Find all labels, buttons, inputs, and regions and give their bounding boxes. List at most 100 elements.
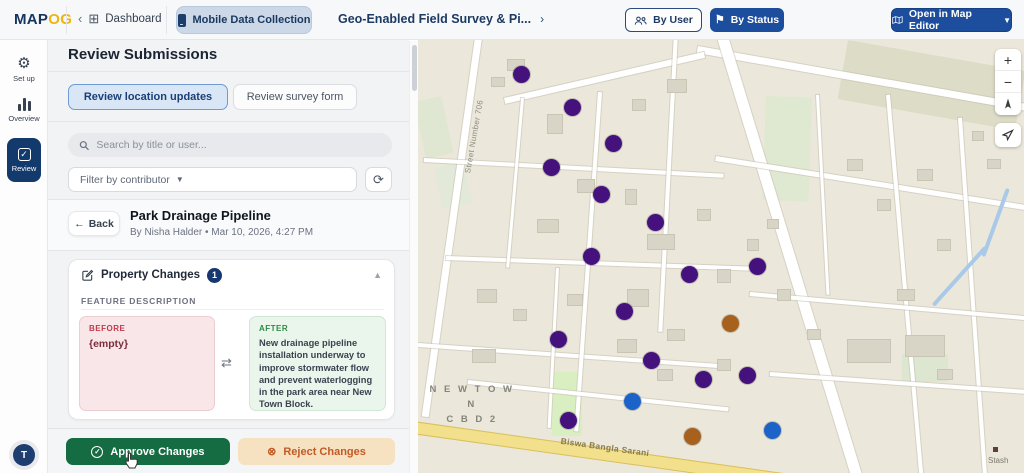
search-input[interactable] bbox=[96, 139, 381, 151]
reject-label: Reject Changes bbox=[283, 445, 366, 458]
feature-description-label: FEATURE DESCRIPTION bbox=[81, 296, 197, 306]
compass-needle-icon bbox=[1005, 98, 1011, 109]
map-road bbox=[769, 372, 1024, 395]
avatar-initial: T bbox=[13, 444, 35, 466]
sidebar-item-setup[interactable]: ⚙ Set up bbox=[0, 56, 48, 83]
map-road bbox=[886, 94, 924, 473]
approve-label: Approve Changes bbox=[110, 445, 205, 458]
chevron-right-icon: › bbox=[540, 12, 545, 26]
search-box[interactable] bbox=[68, 133, 392, 157]
x-circle-icon: ⊗ bbox=[267, 446, 277, 458]
map-building bbox=[748, 240, 758, 250]
locate-button[interactable] bbox=[995, 123, 1021, 147]
map-road bbox=[467, 380, 729, 412]
map-building bbox=[508, 60, 524, 70]
back-label: Back bbox=[88, 217, 114, 230]
top-header: MAPOG ‹ ⊞ Dashboard Mobile Data Collecti… bbox=[0, 0, 1024, 40]
left-nav-rail: ⚙ Set up Overview ✓ Review T bbox=[0, 40, 48, 473]
map-marker-purple[interactable] bbox=[694, 370, 712, 388]
map-building bbox=[548, 115, 562, 133]
refresh-icon: ⟳ bbox=[373, 171, 384, 187]
map-marker-purple[interactable] bbox=[604, 134, 622, 152]
scrollbar-thumb[interactable] bbox=[411, 45, 417, 91]
map-building bbox=[938, 240, 950, 250]
map-canvas[interactable]: Street Number 706 N E W T O W N C B D 2 … bbox=[418, 40, 1024, 473]
map-marker-purple[interactable] bbox=[542, 158, 560, 176]
map-building bbox=[898, 290, 914, 300]
open-in-map-editor-button[interactable]: Open in Map Editor ▼ bbox=[891, 8, 1012, 32]
back-arrow-icon: ← bbox=[74, 217, 85, 230]
map-building bbox=[698, 210, 710, 220]
back-button[interactable]: ← Back bbox=[68, 211, 120, 236]
map-road bbox=[816, 94, 830, 295]
map-marker-orange[interactable] bbox=[683, 427, 701, 445]
page-title: Review Submissions bbox=[68, 46, 218, 63]
approve-changes-button[interactable]: ✓ Approve Changes bbox=[66, 438, 230, 465]
map-marker-blue[interactable] bbox=[763, 421, 781, 439]
map-building bbox=[718, 270, 730, 282]
map-road bbox=[506, 98, 524, 268]
check-circle-icon: ✓ bbox=[91, 445, 104, 458]
map-marker-purple[interactable] bbox=[512, 65, 530, 83]
zoom-out-button[interactable]: − bbox=[995, 71, 1021, 93]
flag-icon: ⚑ bbox=[714, 13, 725, 26]
map-building bbox=[514, 310, 526, 320]
map-building bbox=[778, 290, 790, 300]
chevron-up-icon: ▲ bbox=[373, 270, 382, 280]
tab-review-location-updates[interactable]: Review location updates bbox=[68, 84, 228, 110]
user-avatar[interactable]: T bbox=[9, 440, 39, 470]
map-marker-purple[interactable] bbox=[559, 411, 577, 429]
edit-icon bbox=[82, 269, 94, 281]
map-marker-purple[interactable] bbox=[646, 213, 664, 231]
after-value: New drainage pipeline installation under… bbox=[259, 338, 373, 410]
map-marker-purple[interactable] bbox=[549, 330, 567, 348]
zoom-in-button[interactable]: + bbox=[995, 49, 1021, 71]
map-locate-control bbox=[995, 123, 1021, 147]
open-editor-label: Open in Map Editor bbox=[908, 8, 972, 32]
logo-text-og: OG bbox=[48, 11, 73, 28]
property-changes-header[interactable]: Property Changes 1 ▲ bbox=[69, 260, 394, 290]
map-road bbox=[423, 158, 724, 178]
map-building bbox=[938, 370, 952, 379]
by-status-button[interactable]: ⚑ By Status bbox=[710, 8, 784, 32]
app-logo[interactable]: MAPOG bbox=[14, 11, 72, 28]
tab-review-survey-form[interactable]: Review survey form bbox=[233, 84, 357, 110]
divider bbox=[48, 71, 409, 72]
map-building bbox=[878, 200, 890, 210]
mobile-phone-icon bbox=[177, 13, 186, 27]
map-building bbox=[668, 330, 684, 340]
compass-button[interactable] bbox=[995, 93, 1021, 115]
map-marker-purple[interactable] bbox=[563, 98, 581, 116]
map-marker-purple[interactable] bbox=[680, 265, 698, 283]
sidebar-item-review[interactable]: ✓ Review bbox=[7, 138, 41, 182]
back-chevron-icon: ‹ bbox=[78, 11, 83, 26]
review-panel: Review Submissions Review location updat… bbox=[48, 40, 409, 473]
map-marker-purple[interactable] bbox=[642, 351, 660, 369]
map-green-area bbox=[418, 96, 454, 159]
reject-changes-button[interactable]: ⊗ Reject Changes bbox=[238, 438, 395, 465]
map-marker-purple[interactable] bbox=[592, 185, 610, 203]
map-marker-purple[interactable] bbox=[582, 247, 600, 265]
submission-header: ← Back Park Drainage Pipeline By Nisha H… bbox=[48, 199, 409, 251]
by-user-button[interactable]: By User bbox=[625, 8, 702, 32]
map-marker-purple[interactable] bbox=[748, 257, 766, 275]
sidebar-item-overview[interactable]: Overview bbox=[0, 98, 48, 123]
map-marker-blue[interactable] bbox=[623, 392, 641, 410]
refresh-button[interactable]: ⟳ bbox=[365, 167, 392, 192]
survey-title[interactable]: Geo-Enabled Field Survey & Pi... › bbox=[338, 12, 544, 26]
map-building bbox=[578, 180, 594, 192]
map-building bbox=[473, 350, 495, 362]
users-icon bbox=[634, 16, 647, 25]
breadcrumb-dashboard[interactable]: ‹ ⊞ Dashboard bbox=[78, 11, 162, 26]
before-value-box: BEFORE {empty} bbox=[79, 316, 215, 411]
mobile-data-collection-button[interactable]: Mobile Data Collection bbox=[176, 6, 312, 34]
map-marker-purple[interactable] bbox=[738, 366, 756, 384]
map-marker-orange[interactable] bbox=[721, 314, 739, 332]
filter-by-contributor-select[interactable]: Filter by contributor ▼ bbox=[68, 167, 357, 192]
map-building bbox=[478, 290, 496, 302]
map-marker-purple[interactable] bbox=[615, 302, 633, 320]
dashboard-label: Dashboard bbox=[105, 12, 162, 25]
panel-scrollbar[interactable] bbox=[409, 41, 418, 473]
submission-title: Park Drainage Pipeline bbox=[130, 208, 271, 223]
map-building bbox=[906, 336, 944, 356]
